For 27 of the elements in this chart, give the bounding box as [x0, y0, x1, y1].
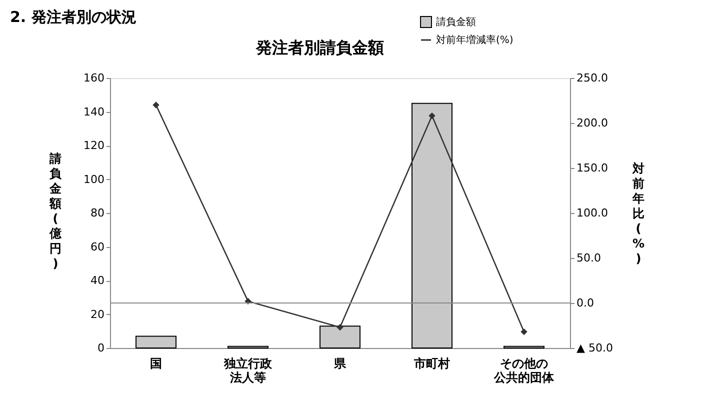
y2-tick-label: ▲ 50.0 — [576, 342, 613, 354]
x-tick-label: 国 — [150, 356, 162, 370]
y-tick-label: 60 — [90, 240, 104, 254]
x-tick-label: その他の公共的団体 — [493, 356, 555, 384]
chart-title: 発注者別請負金額 — [255, 38, 384, 57]
y-tick-label: 0 — [98, 342, 104, 354]
legend-label: 対前年増減率(%) — [436, 34, 514, 46]
y2-tick-label: 0.0 — [576, 296, 594, 310]
y2-tick-label: 100.0 — [576, 206, 608, 220]
y2-tick-label: 200.0 — [576, 116, 608, 130]
y-axis-title: 請負金額(億円) — [48, 152, 62, 270]
y-tick-label: 80 — [90, 206, 104, 220]
y2-tick-label: 250.0 — [576, 72, 608, 84]
y2-axis-title: 対前年比(%) — [632, 162, 645, 266]
text: 2. 発注者別の状況 — [10, 8, 136, 26]
x-tick-label: 独立行政法人等 — [223, 356, 273, 384]
y2-tick-label: 50.0 — [576, 252, 601, 264]
y-tick-label: 20 — [90, 308, 104, 321]
x-tick-label: 市町村 — [413, 356, 450, 370]
y-tick-label: 160 — [84, 72, 104, 84]
y-tick-label: 100 — [84, 172, 104, 186]
y-tick-label: 120 — [84, 139, 104, 152]
y-tick-label: 40 — [90, 274, 104, 287]
legend-label: 請負金額 — [436, 16, 476, 28]
y2-tick-label: 150.0 — [576, 162, 608, 174]
x-tick-label: 県 — [333, 356, 347, 370]
y-tick-label: 140 — [84, 105, 104, 118]
